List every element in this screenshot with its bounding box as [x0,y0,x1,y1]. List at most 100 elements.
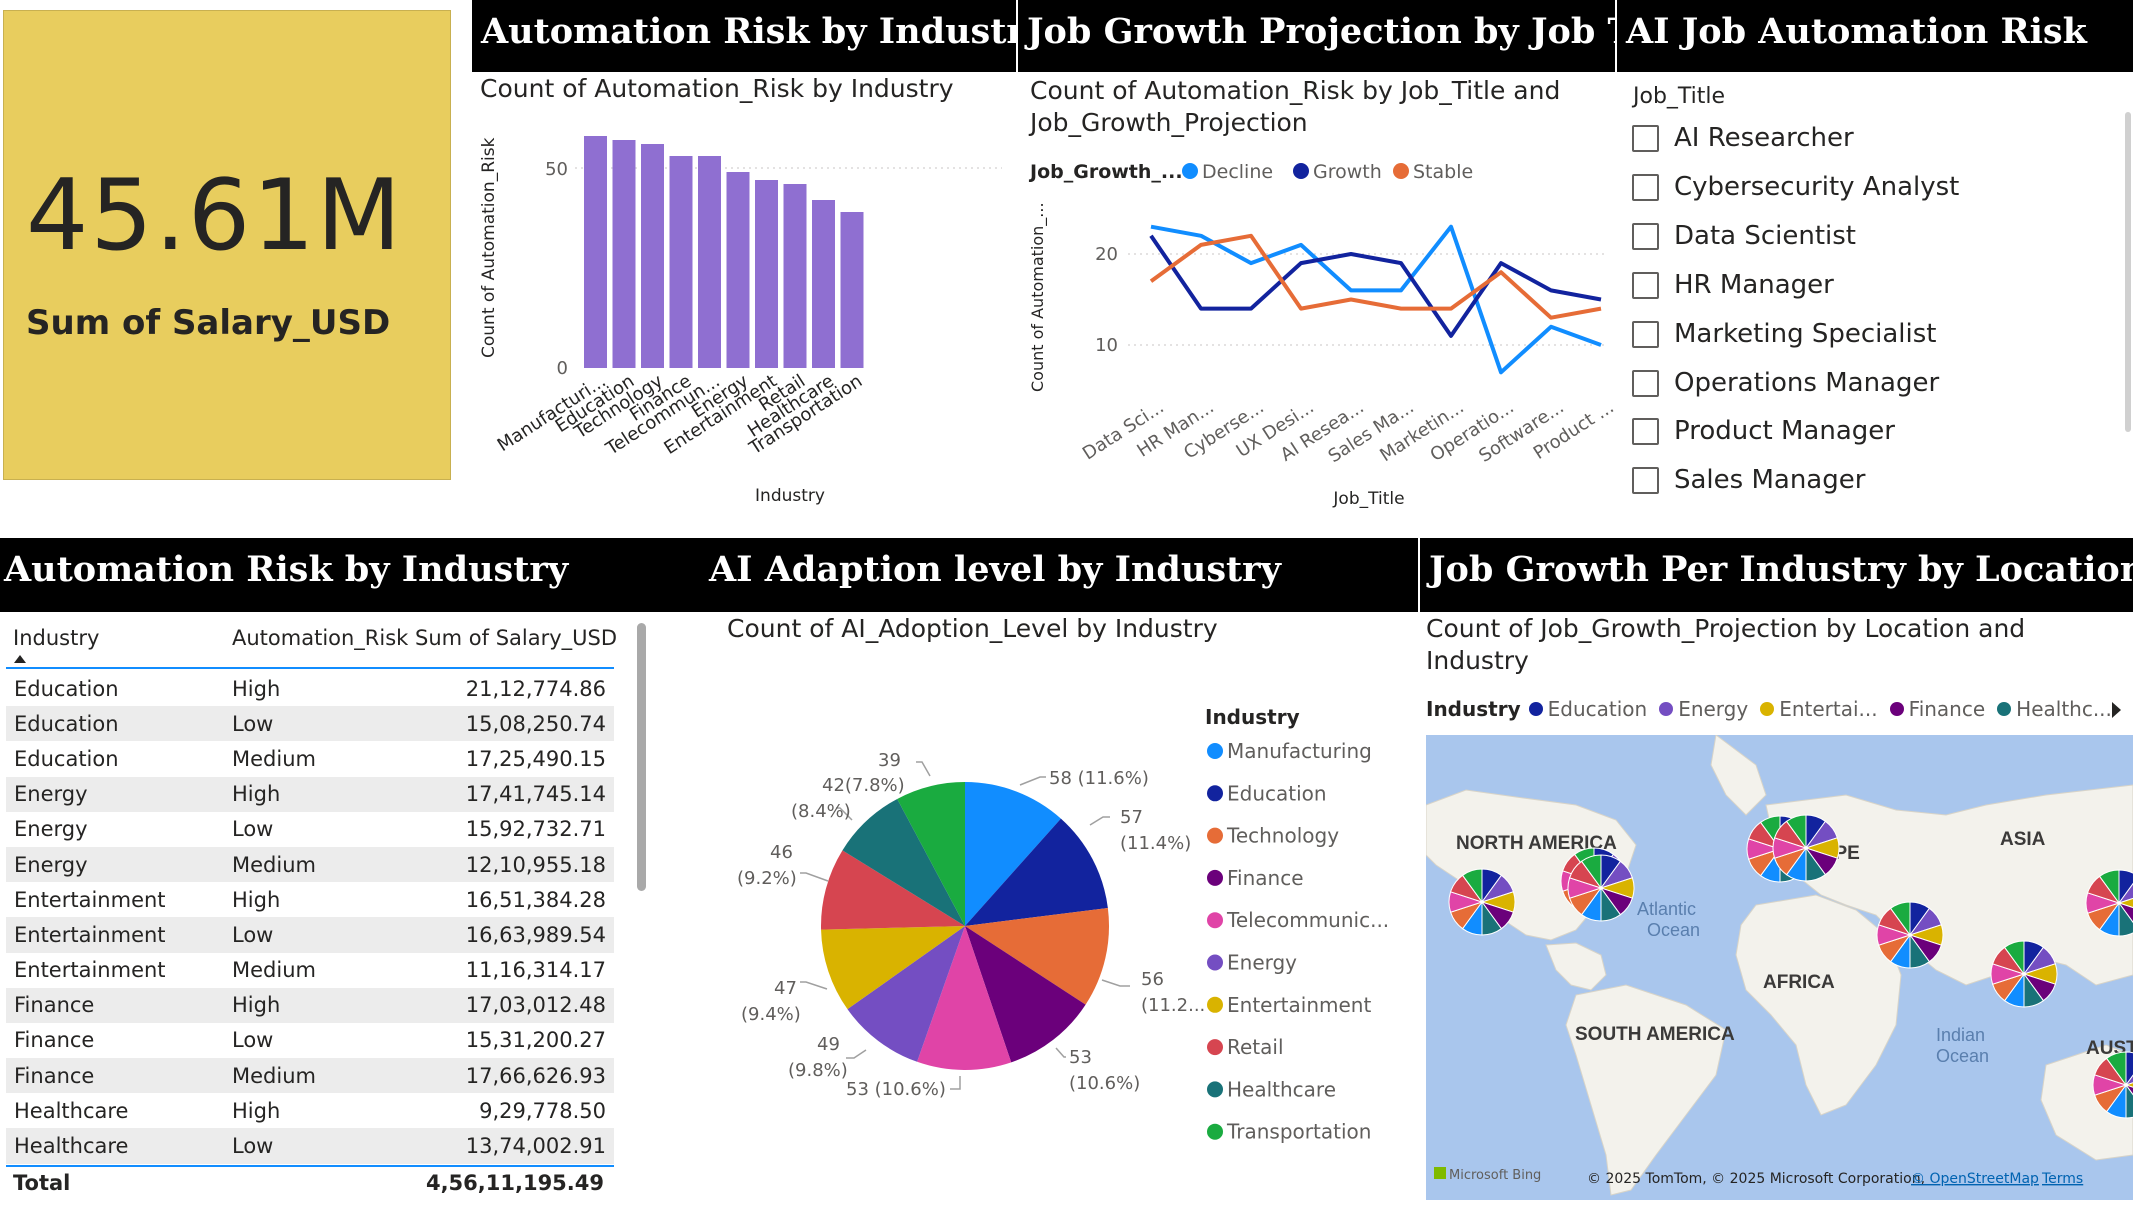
checkbox[interactable] [1632,124,1659,152]
column-label: Industry [13,626,100,650]
slicer-item-marketing-specialist[interactable]: Marketing Specialist [1632,317,1937,351]
bar[interactable] [755,180,778,368]
table-row[interactable]: Education High 21,12,774.86 [6,671,614,706]
pie-slice[interactable] [917,926,1012,1070]
map-pie-slice[interactable] [2003,940,2025,976]
map-pie-slice[interactable] [1889,901,1911,937]
bar[interactable] [584,136,607,368]
pie-legend: Manufacturing Education Technology Finance T… [1207,739,1389,1144]
series-line[interactable] [1149,233,1602,320]
map-pie-slice[interactable] [2124,1084,2133,1112]
table-cell: Medium [224,846,404,883]
pie-legend-item[interactable]: Entertainment [1227,993,1371,1017]
map-pie-slice[interactable] [1461,868,1483,904]
pie-chart[interactable]: 58 (11.6%) 57 (11.4%) 56 (11.2... 53 (10… [700,680,1418,1200]
pie-legend-item[interactable]: Telecommunic... [1226,908,1389,932]
checkbox[interactable] [1632,417,1659,445]
bar[interactable] [641,144,664,368]
bar[interactable] [726,172,750,368]
table-cell: High [224,776,404,812]
checkbox[interactable] [1632,369,1659,397]
slicer-scrollbar[interactable] [2125,112,2131,432]
pie-slice[interactable] [842,798,965,926]
map-pie-slice[interactable] [2117,876,2133,904]
pie-legend-item[interactable]: Education [1227,781,1327,805]
table-row[interactable]: Finance High 17,03,012.48 [6,987,614,1023]
map-pie-slice[interactable] [2105,1051,2127,1087]
bar[interactable] [812,200,835,368]
kpi-card[interactable]: 45.61M Sum of Salary_USD [3,10,451,480]
bar-chart[interactable]: Count of Automation_Risk 0 50 Manufactur… [472,108,1016,518]
pie-slice[interactable] [965,926,1086,1063]
table-row[interactable]: Entertainment High 16,51,384.28 [6,882,614,917]
bar[interactable] [698,156,721,368]
table-row[interactable]: Healthcare High 9,29,778.50 [6,1093,614,1128]
pie-label: 39 [878,750,901,771]
map-pie-slice[interactable] [2098,869,2120,905]
table-cell: Finance [6,1058,224,1094]
table-scrollbar[interactable] [637,623,646,891]
table-row[interactable]: Energy High 17,41,745.14 [6,776,614,812]
table-cell: Healthcare [14,1098,129,1123]
checkbox[interactable] [1632,222,1659,250]
map-pie-slice[interactable] [2124,1075,2133,1095]
map-pie-slice[interactable] [2117,902,2133,930]
series-line[interactable] [1150,224,1602,375]
slicer-item-product-manager[interactable]: Product Manager [1632,414,1895,448]
pie-legend-item[interactable]: Retail [1227,1035,1284,1059]
slicer-item-operations-manager[interactable]: Operations Manager [1632,366,1939,400]
series-line[interactable] [1149,234,1602,338]
pie-slice[interactable] [965,907,1109,1005]
table-row[interactable]: Finance Low 15,31,200.27 [6,1023,614,1058]
map-pie-slice[interactable] [2117,893,2133,913]
table-header-automation-risk[interactable]: Automation_Risk [232,626,408,650]
osm-link[interactable]: © OpenStreetMap [1911,1171,2039,1187]
pie-legend-item[interactable]: Technology [1226,824,1339,848]
pie-slice[interactable] [847,926,965,1062]
checkbox[interactable] [1632,466,1659,494]
legend-dot [1760,702,1775,716]
pie-legend-item[interactable]: Manufacturing [1227,739,1372,763]
pie-legend-item[interactable]: Healthcare [1227,1077,1336,1101]
pie-slice[interactable] [897,782,965,926]
table-row[interactable]: Education Low 15,08,250.74 [6,706,614,742]
bar[interactable] [669,156,693,368]
slicer-item-sales-manager[interactable]: Sales Manager [1632,463,1865,497]
table-row[interactable]: Education Medium 17,25,490.15 [6,741,614,776]
checkbox[interactable] [1632,271,1659,299]
pie-legend-item[interactable]: Energy [1227,951,1297,975]
pie-slice[interactable] [965,818,1108,926]
table-cell: High [232,676,281,701]
line-chart[interactable]: Job_Growth_... Decline Growth Stable Count… [1016,150,1615,520]
slicer-item-hr-manager[interactable]: HR Manager [1632,268,1834,302]
label-south-america: SOUTH AMERICA [1575,1024,1735,1045]
pie-slice[interactable] [965,782,1061,926]
pie-legend-item[interactable]: Transportation [1226,1120,1371,1144]
checkbox[interactable] [1632,173,1659,201]
map-pie-slice[interactable] [1785,814,1807,850]
table-row[interactable]: Energy Low 15,92,732.71 [6,812,614,847]
slicer-item-ai-researcher[interactable]: AI Researcher [1632,121,1854,155]
table-header-salary[interactable]: Sum of Salary_USD [415,626,617,650]
pie-legend-item[interactable]: Finance [1227,866,1304,890]
table-row[interactable]: Entertainment Low 16,63,989.54 [6,917,614,953]
pie-slice[interactable] [821,926,965,1010]
terms-link[interactable]: Terms [2041,1171,2083,1187]
slicer-item-cybersecurity-analyst[interactable]: Cybersecurity Analyst [1632,170,1959,204]
table-row[interactable]: Healthcare Low 13,74,002.91 [6,1128,614,1164]
table-header-industry[interactable]: Industry [13,626,99,650]
bar[interactable] [612,140,636,368]
table-row[interactable]: Entertainment Medium 11,16,314.17 [6,953,614,988]
pie-slice[interactable] [821,850,965,930]
map-pie-slice[interactable] [2124,1058,2133,1086]
bar[interactable] [840,212,864,368]
table-cell: 15,92,732.71 [465,817,606,842]
slicer-item-data-scientist[interactable]: Data Scientist [1632,219,1856,253]
table-row[interactable]: Energy Medium 12,10,955.18 [6,846,614,883]
table-row[interactable]: Finance Medium 17,66,626.93 [6,1058,614,1094]
map[interactable]: NORTH AMERICA ROPE ASIA AFRICA SOUTH AME… [1426,735,2133,1200]
legend-next-arrow-icon[interactable] [2112,702,2121,718]
checkbox[interactable] [1632,320,1659,348]
bar[interactable] [783,184,807,368]
map-pie-slice[interactable] [1580,854,1602,890]
